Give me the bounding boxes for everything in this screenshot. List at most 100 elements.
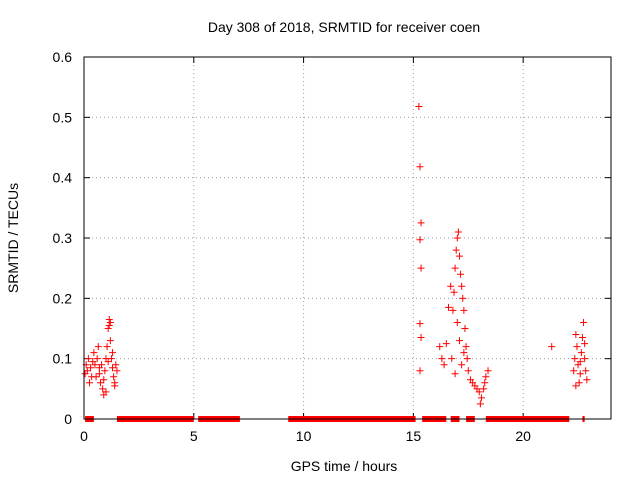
data-point — [100, 376, 108, 384]
data-point — [416, 236, 424, 244]
data-point — [572, 331, 580, 339]
data-point — [440, 361, 448, 369]
data-point — [461, 325, 469, 332]
data-point — [110, 373, 118, 381]
data-point — [458, 282, 466, 290]
data-point — [416, 320, 424, 328]
x-tick-label: 5 — [190, 428, 198, 444]
data-point — [577, 349, 585, 357]
data-point — [575, 379, 583, 387]
data-point — [460, 306, 468, 314]
chart-title: Day 308 of 2018, SRMTID for receiver coe… — [208, 19, 480, 35]
data-point — [449, 306, 457, 314]
data-point — [105, 315, 113, 323]
data-point — [480, 385, 488, 393]
data-point — [109, 364, 117, 372]
data-point — [92, 373, 100, 381]
data-point — [581, 355, 589, 363]
data-point — [463, 355, 471, 363]
data-point — [109, 349, 117, 357]
x-tick-label: 10 — [296, 428, 312, 444]
data-point — [107, 355, 115, 363]
data-point — [477, 394, 485, 402]
axis-ticks — [83, 56, 611, 420]
data-point — [548, 343, 556, 351]
x-axis-label: GPS time / hours — [291, 458, 398, 474]
data-point — [85, 379, 93, 387]
data-point — [91, 361, 99, 369]
x-tick-label: 20 — [515, 428, 531, 444]
data-point — [475, 388, 483, 396]
data-point — [113, 367, 121, 375]
data-point — [455, 252, 463, 260]
data-point — [98, 361, 106, 369]
data-point — [573, 343, 581, 351]
y-tick-label: 0.4 — [53, 170, 73, 186]
data-point — [436, 343, 444, 351]
data-point — [90, 349, 98, 357]
data-point — [455, 337, 463, 345]
data-point — [578, 334, 586, 342]
data-point — [453, 318, 461, 326]
data-point — [96, 379, 104, 387]
data-point — [87, 364, 95, 372]
data-point — [482, 373, 490, 381]
data-point — [452, 246, 460, 254]
data-point — [460, 349, 468, 357]
x-tick-label: 0 — [80, 428, 88, 444]
data-point — [112, 361, 120, 369]
data-point — [95, 370, 103, 378]
y-tick-label: 0.2 — [53, 290, 73, 306]
data-point — [464, 367, 472, 375]
plot-frame — [83, 56, 612, 420]
data-point — [104, 358, 112, 366]
data-point — [484, 367, 492, 375]
y-axis-label: SRMTID / TECUs — [5, 183, 21, 293]
data-point — [417, 334, 425, 342]
data-point — [462, 343, 470, 351]
y-tick-label: 0.1 — [53, 351, 73, 367]
data-point — [101, 367, 109, 375]
data-point — [570, 367, 578, 375]
data-point — [572, 382, 580, 390]
data-point — [93, 355, 101, 363]
data-point — [447, 282, 455, 290]
data-point — [99, 385, 107, 393]
y-tick-label: 0.3 — [53, 230, 73, 246]
data-point — [450, 288, 458, 296]
data-point — [106, 337, 114, 345]
data-point — [581, 340, 589, 348]
data-point — [105, 321, 113, 329]
data-point — [111, 382, 119, 390]
data-point — [84, 355, 92, 363]
data-point — [106, 318, 114, 326]
data-point — [94, 343, 102, 351]
tick-labels: 0 0.1 0.2 0.3 0.4 0.5 0.6 0 5 10 15 20 — [53, 49, 532, 444]
data-point — [448, 355, 456, 363]
data-point — [453, 234, 461, 242]
data-point — [459, 294, 467, 302]
data-point — [442, 340, 450, 348]
data-point — [457, 270, 465, 278]
data-point — [454, 228, 462, 236]
data-point — [476, 400, 484, 408]
data-point — [416, 163, 424, 171]
data-point — [104, 325, 112, 332]
data-point — [583, 376, 591, 384]
data-point — [445, 303, 453, 311]
data-point — [416, 367, 424, 375]
data-point — [576, 370, 584, 378]
y-tick-label: 0.5 — [53, 109, 73, 125]
data-point — [451, 264, 459, 272]
data-point — [417, 219, 425, 227]
data-point — [571, 355, 579, 363]
data-markers — [81, 102, 591, 422]
y-tick-label: 0.6 — [53, 49, 73, 65]
data-point — [481, 379, 489, 387]
x-tick-label: 15 — [406, 428, 422, 444]
data-point — [580, 318, 588, 326]
data-point — [83, 367, 91, 375]
data-point — [438, 355, 446, 363]
grid-lines — [84, 57, 611, 419]
